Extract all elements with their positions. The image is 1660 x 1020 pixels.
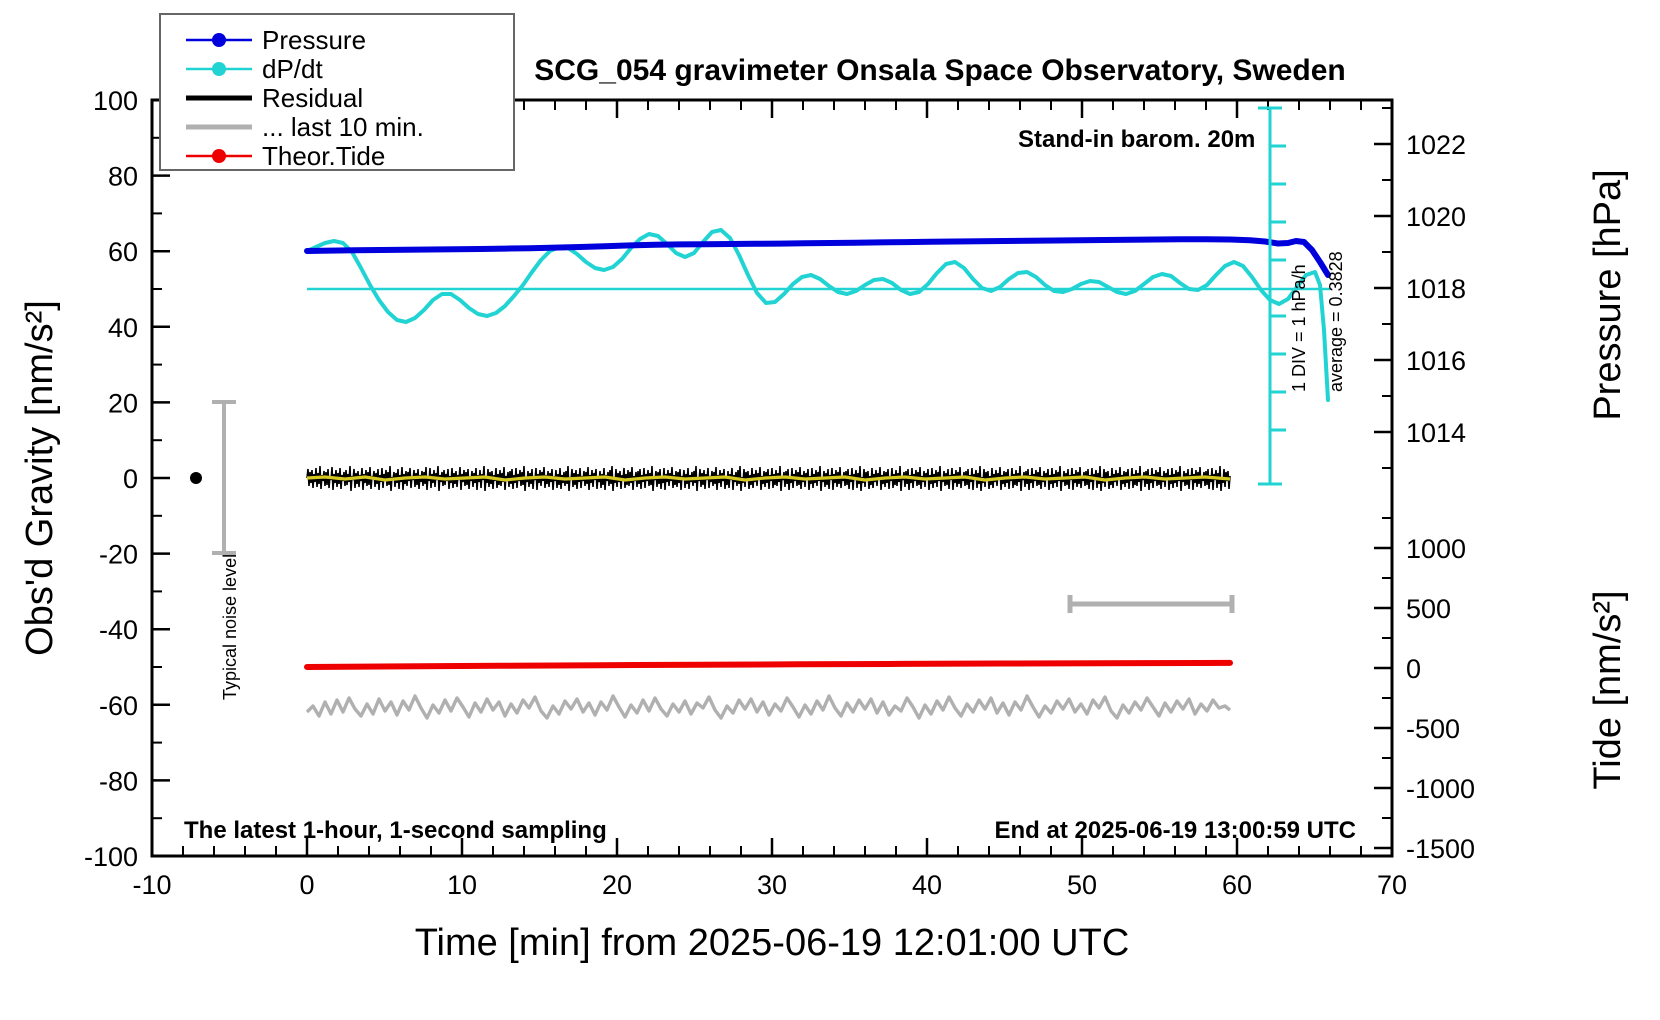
legend-marker-pressure xyxy=(212,33,226,47)
pressure-tick-label: 1016 xyxy=(1406,346,1466,376)
y-tick-label: -20 xyxy=(99,540,138,570)
legend-item-dpdt[interactable]: dP/dt xyxy=(186,54,323,84)
y-tick-label: 40 xyxy=(108,313,138,343)
x-tick-label: 20 xyxy=(602,870,632,900)
standin-barometer-label: Stand-in barom. 20m xyxy=(1018,126,1255,153)
x-tick-label: 40 xyxy=(912,870,942,900)
y-tick-label: -40 xyxy=(99,615,138,645)
x-tick-label: 60 xyxy=(1222,870,1252,900)
y-tick-label: 100 xyxy=(93,86,138,116)
pressure-tick-label: 1020 xyxy=(1406,202,1466,232)
average-label: average = 0.3828 xyxy=(1326,251,1346,392)
x-tick-label: 0 xyxy=(299,870,314,900)
series-dpdt xyxy=(305,228,1330,402)
x-tick-labels: -10 0 10 20 30 40 50 60 70 xyxy=(132,870,1407,900)
pressure-tick-label: 1014 xyxy=(1406,418,1466,448)
tide-tick-label: 1000 xyxy=(1406,534,1466,564)
footer-right-label: End at 2025-06-19 13:00:59 UTC xyxy=(995,817,1357,844)
y-axis-ticks-right xyxy=(1374,142,1392,850)
y-axis-title-pressure: Pressure [hPa] xyxy=(1587,169,1629,420)
y-axis-title-left: Obs'd Gravity [nm/s²] xyxy=(19,300,61,656)
pressure-tick-label: 1018 xyxy=(1406,274,1466,304)
y-tick-label: 60 xyxy=(108,237,138,267)
pressure-tick-labels: 1022 1020 1018 1016 1014 xyxy=(1406,130,1466,448)
series-last10min xyxy=(305,694,1232,720)
residual-yellow-overlay xyxy=(306,475,1231,482)
tide-tick-labels: 1000 500 0 -500 -1000 -1500 xyxy=(1406,534,1475,864)
pressure-tick-label: 1022 xyxy=(1406,130,1466,160)
y-axis-title-tide: Tide [nm/s²] xyxy=(1587,590,1629,789)
x-axis-title: Time [min] from 2025-06-19 12:01:00 UTC xyxy=(415,922,1130,964)
legend-item-theor-tide[interactable]: Theor.Tide xyxy=(186,141,385,171)
last10min-span-bar xyxy=(1067,595,1235,613)
legend: Pressure dP/dt Residual ... last 10 min.… xyxy=(159,13,515,171)
y-tick-labels-left: 100 80 60 40 20 0 -20 -40 -60 -80 -100 xyxy=(84,86,138,872)
legend-label: dP/dt xyxy=(262,54,323,84)
legend-label: Residual xyxy=(262,83,363,113)
tide-tick-label: -1500 xyxy=(1406,834,1475,864)
typical-noise-level-label: Typical noise level xyxy=(220,554,240,700)
y-axis-minor-ticks-left xyxy=(152,136,162,820)
div-scale-label: 1 DIV = 1 hPa/h xyxy=(1289,264,1309,392)
tide-tick-label: 0 xyxy=(1406,654,1421,684)
x-tick-label: -10 xyxy=(132,870,171,900)
legend-label: Theor.Tide xyxy=(262,141,385,171)
tide-tick-label: 500 xyxy=(1406,594,1451,624)
legend-label: ... last 10 min. xyxy=(262,112,424,142)
legend-item-last10min[interactable]: ... last 10 min. xyxy=(186,112,424,142)
y-tick-label: 20 xyxy=(108,388,138,418)
y-tick-label: 0 xyxy=(123,464,138,494)
x-tick-label: 10 xyxy=(447,870,477,900)
y-axis-minor-ticks-right xyxy=(1382,107,1392,819)
y-tick-label: 80 xyxy=(108,162,138,192)
noise-center-dot xyxy=(190,472,202,484)
series-pressure xyxy=(304,236,1331,278)
x-tick-label: 70 xyxy=(1377,870,1407,900)
y-tick-label: -100 xyxy=(84,842,138,872)
legend-item-residual[interactable]: Residual xyxy=(186,83,363,113)
y-tick-label: -80 xyxy=(99,766,138,796)
legend-label: Pressure xyxy=(262,25,366,55)
legend-marker-dpdt xyxy=(212,62,226,76)
y-tick-label: -60 xyxy=(99,691,138,721)
chart-title: SCG_054 gravimeter Onsala Space Observat… xyxy=(534,54,1346,87)
tide-tick-label: -500 xyxy=(1406,714,1460,744)
tide-tick-label: -1000 xyxy=(1406,774,1475,804)
footer-left-label: The latest 1-hour, 1-second sampling xyxy=(184,817,607,844)
x-tick-label: 30 xyxy=(757,870,787,900)
legend-marker-theor-tide xyxy=(212,149,226,163)
typical-noise-level-indicator: Typical noise level xyxy=(190,400,240,700)
legend-item-pressure[interactable]: Pressure xyxy=(186,25,366,55)
series-theor-tide xyxy=(304,659,1233,670)
dpdt-div-scale-bar xyxy=(1258,106,1286,486)
x-tick-label: 50 xyxy=(1067,870,1097,900)
